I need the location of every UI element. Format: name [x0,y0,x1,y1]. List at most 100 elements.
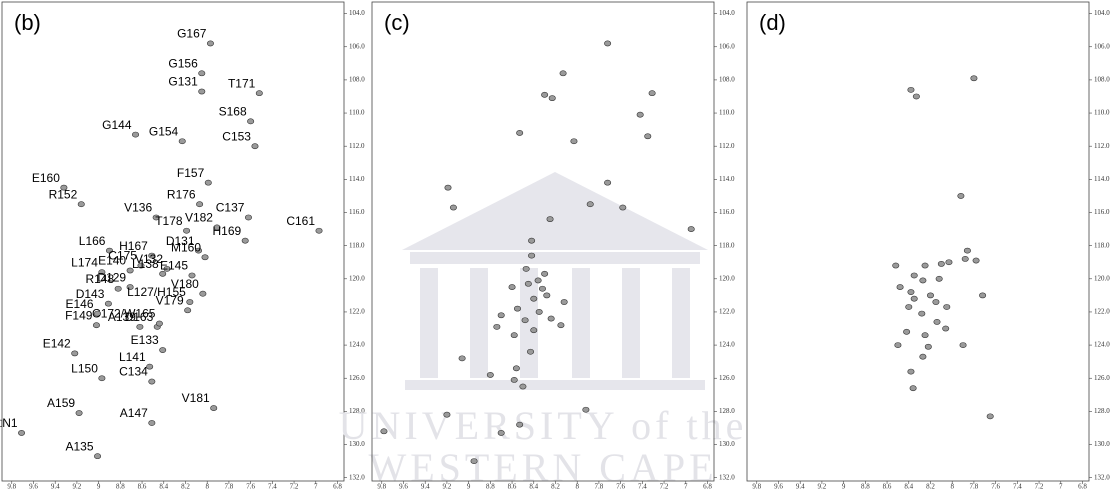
peak [547,315,555,322]
peak-label: H167 [119,239,148,253]
peak [570,138,578,145]
x-tick-label: 8.8 [861,483,870,491]
peak-label: C175 [108,249,137,263]
peak [907,86,915,93]
peak-label: R152 [49,187,78,201]
peak [935,275,943,282]
peak [910,295,918,302]
x-tick-label: 9.2 [818,483,827,491]
peak [77,201,85,208]
y-tick-label: 114.0 [1094,175,1110,183]
peak [919,277,927,284]
y-tick-label: 128.0 [1094,407,1110,415]
x-tick-label: 7.8 [595,483,604,491]
x-tick-label: 8.6 [508,483,517,491]
peak [210,405,218,411]
plot-frame [1,1,345,482]
peak-label: D131 [166,234,195,248]
peak-label: G156 [168,56,198,70]
column [470,268,488,378]
peak-label: A135 [66,439,94,453]
peak [60,184,68,191]
y-tick-label: 106.0 [349,42,365,50]
watermark-building [402,172,708,390]
peak [198,88,206,95]
peak [114,285,122,292]
entablature [410,252,700,264]
peak [604,40,612,47]
y-tick-label: 118.0 [349,241,365,249]
x-tick-label: 7.6 [616,483,625,491]
peak [963,247,971,254]
peak-label: D129 [97,270,126,284]
peak [71,350,79,357]
peak [957,193,965,199]
peak-label: T171 [228,76,256,90]
x-tick-label: 9 [467,483,471,491]
x-tick-label: 9.8 [752,483,761,491]
y-tick-label: 112.0 [349,142,365,150]
peak-label: A159 [47,396,75,410]
peak-label: C172/W165 [92,307,156,321]
peak [961,256,969,262]
y-tick-label: 128.0 [349,407,365,415]
peak [903,328,911,335]
peak [315,227,323,234]
peak [921,262,929,269]
peak [619,204,627,211]
peak [148,378,156,385]
x-tick-label: 7.4 [268,483,277,491]
peak-label: C153 [222,129,251,143]
y-tick-label: 116.0 [1094,208,1110,216]
y-tick-label: 104.0 [349,9,365,17]
peak [195,247,203,254]
peak-label: D143 [76,287,105,301]
x-tick-label: 9.6 [774,483,783,491]
y-tick-label: 104.0 [719,9,735,17]
peak [892,262,900,269]
peak [918,310,926,317]
peak [541,91,549,98]
plot-frame [746,1,1090,482]
x-tick-label: 7 [314,483,318,491]
peak-label: V182 [185,211,213,225]
y-tick-label: 116.0 [349,208,365,216]
peak [528,237,536,244]
y-tick-label: 108.0 [719,76,735,84]
peak [905,304,913,310]
panel-title: (c) [384,10,410,35]
peak-label: L141 [119,350,146,364]
peak-label: V181 [182,391,210,405]
x-tick-label: 7.6 [991,483,1000,491]
peak-label: W165 □N1 [0,416,18,430]
y-tick-label: 130.0 [1094,440,1110,448]
x-tick-label: 9 [842,483,846,491]
peak [644,133,652,140]
y-tick-label: 130.0 [349,440,365,448]
peak [907,289,915,295]
peak [244,214,252,221]
peak [188,272,196,279]
peak [959,342,967,348]
x-tick-label: 9.4 [796,483,805,491]
peak [926,292,934,299]
peak [486,372,494,378]
y-tick-label: 108.0 [1094,76,1110,84]
x-tick-label: 8 [950,483,954,491]
peak [521,317,529,324]
peak [255,90,263,97]
peak-label: C161 [286,214,315,228]
peak [522,265,530,272]
peak [241,237,249,244]
peak-label: E142 [43,337,71,351]
peak-label: V180 [171,277,199,291]
y-tick-label: 116.0 [719,208,735,216]
y-tick-label: 120.0 [1094,274,1110,282]
peak-label: S168 [219,105,247,119]
peak [155,320,163,327]
y-tick-label: 124.0 [719,341,735,349]
y-tick-label: 112.0 [1094,142,1110,150]
peak [945,259,953,266]
x-tick-label: 9.6 [399,483,408,491]
peak [98,375,106,382]
